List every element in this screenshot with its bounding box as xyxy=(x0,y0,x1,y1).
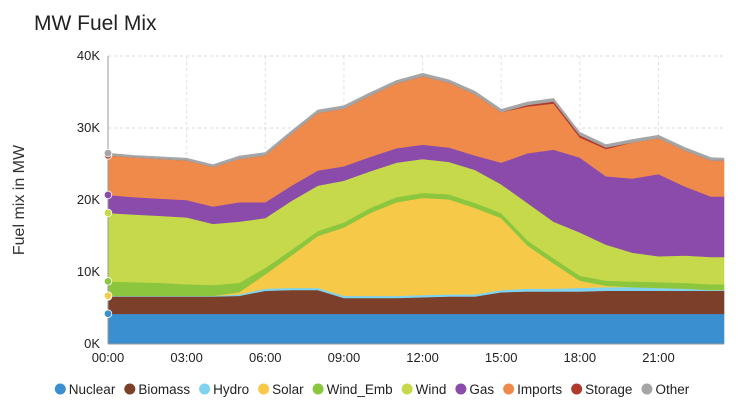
legend-swatch xyxy=(54,383,66,395)
x-tick-label: 06:00 xyxy=(249,350,282,365)
legend-item-biomass[interactable]: Biomass xyxy=(124,382,190,397)
legend-swatch xyxy=(455,383,467,395)
legend-label: Other xyxy=(655,382,689,397)
legend-item-wind-emb[interactable]: Wind_Emb xyxy=(312,382,393,397)
legend-swatch xyxy=(312,383,324,395)
y-tick-label: 20K xyxy=(77,192,100,207)
legend-item-hydro[interactable]: Hydro xyxy=(199,382,249,397)
marker-other xyxy=(103,148,113,158)
legend-swatch xyxy=(503,383,515,395)
axes: 0K 10K 20K 30K 40K 00:00 03:00 06:00 09:00 12:00 1… xyxy=(77,48,724,365)
legend-swatch xyxy=(199,383,211,395)
legend-label: Solar xyxy=(272,382,304,397)
legend-swatch xyxy=(401,383,413,395)
y-tick-label: 10K xyxy=(77,264,100,279)
y-tick-label: 0K xyxy=(84,336,100,351)
legend: Nuclear Biomass Hydro Solar Wind_Emb Wind Gas I… xyxy=(54,382,690,397)
x-tick-label: 12:00 xyxy=(406,350,439,365)
x-tick-label: 00:00 xyxy=(92,350,125,365)
legend-label: Wind xyxy=(416,382,447,397)
series-start-markers xyxy=(103,148,113,318)
y-tick-label: 40K xyxy=(77,48,100,63)
legend-label: Nuclear xyxy=(69,382,116,397)
legend-swatch xyxy=(124,383,136,395)
chart-title: MW Fuel Mix xyxy=(34,12,157,35)
legend-label: Hydro xyxy=(213,382,249,397)
area-nuclear xyxy=(107,313,725,345)
legend-item-storage[interactable]: Storage xyxy=(571,382,632,397)
legend-item-imports[interactable]: Imports xyxy=(503,382,562,397)
legend-item-other[interactable]: Other xyxy=(641,382,690,397)
legend-item-nuclear[interactable]: Nuclear xyxy=(54,382,116,397)
marker-solar xyxy=(103,291,113,300)
legend-item-gas[interactable]: Gas xyxy=(455,382,494,397)
marker-wind xyxy=(103,208,113,218)
area-other xyxy=(107,72,725,168)
legend-label: Gas xyxy=(469,382,494,397)
marker-nuclear xyxy=(103,309,113,318)
y-tick-label: 30K xyxy=(77,120,100,135)
x-tick-label: 15:00 xyxy=(485,350,518,365)
legend-label: Storage xyxy=(585,382,632,397)
legend-item-wind[interactable]: Wind xyxy=(401,382,447,397)
legend-swatch xyxy=(641,383,653,395)
marker-gas xyxy=(103,190,113,200)
marker-wind-emb xyxy=(103,277,113,286)
legend-swatch xyxy=(258,383,270,395)
x-tick-label: 18:00 xyxy=(564,350,597,365)
x-tick-label: 03:00 xyxy=(170,350,203,365)
x-tick-label: 09:00 xyxy=(328,350,361,365)
legend-item-solar[interactable]: Solar xyxy=(258,382,304,397)
legend-swatch xyxy=(571,383,583,395)
legend-label: Biomass xyxy=(138,382,190,397)
x-tick-label: 21:00 xyxy=(642,350,675,365)
legend-label: Imports xyxy=(517,382,562,397)
stacked-areas xyxy=(107,72,725,345)
legend-label: Wind_Emb xyxy=(327,382,393,397)
